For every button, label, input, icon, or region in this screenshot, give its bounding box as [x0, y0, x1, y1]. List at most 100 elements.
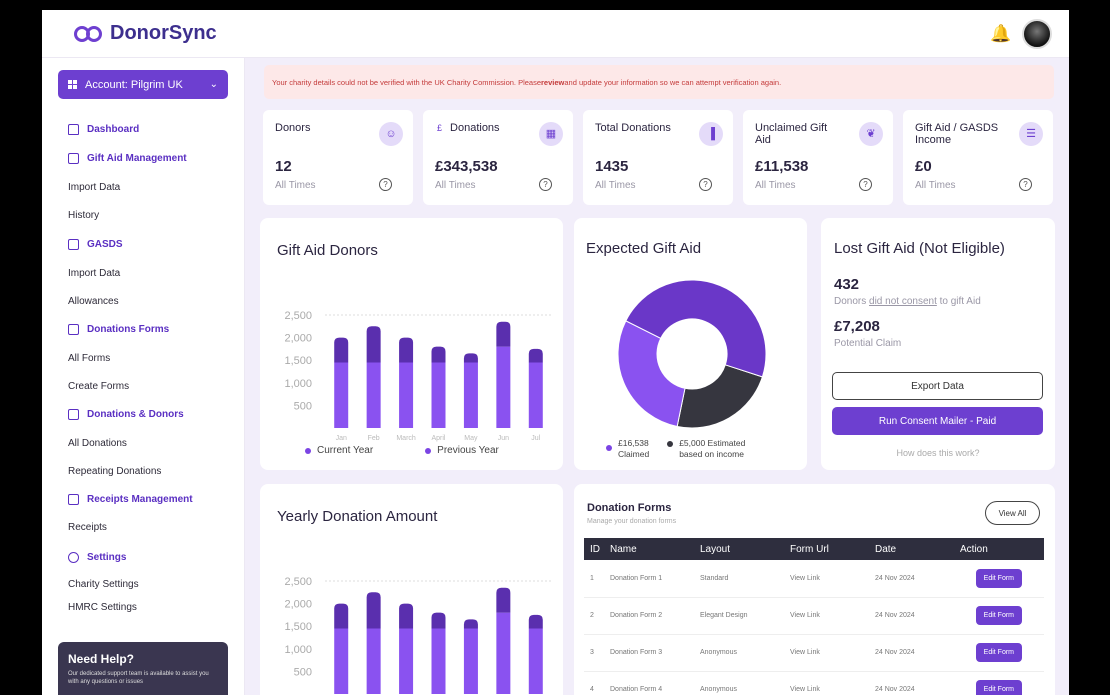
help-icon[interactable]: ?	[859, 178, 872, 191]
cell-date: 24 Nov 2024	[869, 560, 954, 598]
sidebar-item-receipts[interactable]: Receipts	[68, 522, 107, 533]
x-tick-label: Jul	[531, 435, 540, 442]
view-all-button[interactable]: View All	[985, 501, 1040, 525]
table-row[interactable]: 3 Donation Form 3 Anonymous View Link 24 Nov…	[584, 634, 1044, 672]
did-not-consent-link[interactable]: did not consent	[869, 296, 937, 307]
sidebar-item-import-data[interactable]: Import Data	[68, 182, 120, 193]
bar-current-jul[interactable]	[528, 362, 543, 428]
bar-current-jun[interactable]	[496, 346, 511, 428]
sidebar-item-dashboard[interactable]: Dashboard	[68, 124, 139, 135]
bar-previous-march[interactable]	[399, 337, 414, 363]
bar-previous-jul[interactable]	[528, 348, 543, 363]
bar-current-feb[interactable]	[366, 362, 381, 428]
sidebar-item-gift-aid-management[interactable]: Gift Aid Management	[68, 153, 187, 164]
sidebar-item-repeating-donations[interactable]: Repeating Donations	[68, 466, 161, 477]
column-header-form-url[interactable]: Form Url	[784, 538, 869, 560]
bar-previous-may[interactable]	[463, 353, 478, 363]
sidebar-item-create-forms[interactable]: Create Forms	[68, 381, 129, 392]
sidebar-item-settings[interactable]: Settings	[68, 552, 126, 563]
stat-period: All Times	[595, 180, 636, 191]
bar-current-may[interactable]	[463, 628, 478, 694]
sidebar-item-charity-settings[interactable]: Charity Settings	[68, 579, 139, 590]
sidebar-item-allowances[interactable]: Allowances	[68, 296, 119, 307]
table-row[interactable]: 1 Donation Form 1 Standard View Link 24 Nov …	[584, 560, 1044, 598]
bar-current-jun[interactable]	[496, 612, 511, 694]
sidebar-item-all-donations[interactable]: All Donations	[68, 438, 127, 449]
expected-gift-aid-donut	[617, 279, 767, 429]
edit-form-button[interactable]: Edit Form	[975, 643, 1022, 662]
sidebar-item-donations-forms[interactable]: Donations Forms	[68, 324, 169, 335]
run-consent-mailer-button[interactable]: Run Consent Mailer - Paid	[832, 407, 1043, 435]
logo[interactable]: DonorSync	[74, 22, 217, 45]
sidebar-item-gasds[interactable]: GASDS	[68, 239, 123, 250]
sidebar-item-all-forms[interactable]: All Forms	[68, 353, 110, 364]
alert-text-after: and update your information so we can at…	[564, 77, 782, 87]
sidebar-item-donations-donors[interactable]: Donations & Donors	[68, 409, 184, 420]
bar-previous-jun[interactable]	[496, 587, 511, 613]
sidebar-item-history[interactable]: History	[68, 210, 99, 221]
legend-estimated-amount: £5,000 Estimated	[679, 438, 746, 448]
bar-current-may[interactable]	[463, 362, 478, 428]
donut-slice-claimed-part[interactable]	[617, 320, 686, 428]
stat-period: All Times	[915, 180, 956, 191]
sidebar-item-label: Settings	[87, 552, 127, 563]
bar-previous-feb[interactable]	[366, 326, 381, 363]
bar-previous-march[interactable]	[399, 603, 414, 629]
bar-previous-jul[interactable]	[528, 614, 543, 629]
sidebar-item-import-data[interactable]: Import Data	[68, 268, 120, 279]
bar-previous-may[interactable]	[463, 619, 478, 629]
y-tick-label: 2,500	[284, 310, 312, 322]
column-header-layout[interactable]: Layout	[694, 538, 784, 560]
avatar[interactable]	[1022, 19, 1052, 49]
donut-slice-claimed[interactable]	[625, 279, 767, 378]
bar-previous-jan[interactable]	[334, 603, 349, 629]
bar-previous-jun[interactable]	[496, 321, 511, 347]
bar-previous-feb[interactable]	[366, 592, 381, 629]
account-label: Account: Pilgrim UK	[85, 78, 183, 91]
bar-current-feb[interactable]	[366, 628, 381, 694]
account-switcher[interactable]: Account: Pilgrim UK ⌄	[58, 70, 228, 99]
how-does-this-work-link[interactable]: How does this work?	[896, 448, 980, 458]
bar-current-march[interactable]	[399, 362, 414, 428]
bar-current-april[interactable]	[431, 628, 446, 694]
column-header-name[interactable]: Name	[604, 538, 694, 560]
edit-form-button[interactable]: Edit Form	[975, 606, 1022, 625]
view-link[interactable]: View Link	[784, 634, 869, 672]
bar-current-jan[interactable]	[334, 362, 349, 428]
bar-current-jul[interactable]	[528, 628, 543, 694]
cell-date: 24 Nov 2024	[869, 597, 954, 635]
edit-form-button[interactable]: Edit Form	[975, 680, 1022, 695]
donut-slice-estimated[interactable]	[676, 364, 764, 429]
sidebar-item-receipts-management[interactable]: Receipts Management	[68, 494, 193, 505]
help-icon[interactable]: ?	[539, 178, 552, 191]
sidebar-item-label: Charity Settings	[68, 579, 139, 590]
help-box[interactable]: Need Help? Our dedicated support team is…	[58, 642, 228, 695]
edit-form-button[interactable]: Edit Form	[975, 568, 1022, 588]
table-row[interactable]: 2 Donation Form 2 Elegant Design View Link 2…	[584, 597, 1044, 635]
sidebar-item-hmrc-settings[interactable]: HMRC Settings	[68, 602, 137, 613]
column-header-action[interactable]: Action	[954, 538, 1044, 560]
help-icon[interactable]: ?	[699, 178, 712, 191]
column-header-date[interactable]: Date	[869, 538, 954, 560]
donation-forms-table: ID Name Layout Form Url Date Action 1 Donation…	[584, 538, 1044, 695]
view-link[interactable]: View Link	[784, 671, 869, 695]
alert-review-link[interactable]: review	[541, 77, 565, 87]
notification-bell-icon[interactable]: 🔔	[990, 24, 1012, 43]
column-header-id[interactable]: ID	[584, 538, 604, 560]
app-window: DonorSync 🔔 Account: Pilgrim UK ⌄ Dashbo…	[42, 10, 1069, 695]
help-icon[interactable]: ?	[379, 178, 392, 191]
bar-current-april[interactable]	[431, 362, 446, 428]
logo-icon	[74, 25, 104, 42]
bar-previous-april[interactable]	[431, 612, 446, 629]
gift-aid-donors-card: Gift Aid Donors 2,500 2,000 1,500 1,000 500 J…	[260, 218, 563, 470]
bar-previous-jan[interactable]	[334, 337, 349, 363]
view-link[interactable]: View Link	[784, 597, 869, 635]
export-data-button[interactable]: Export Data	[832, 372, 1043, 400]
bar-current-jan[interactable]	[334, 628, 349, 694]
table-row[interactable]: 4 Donation Form 4 Anonymous View Link 24 Nov…	[584, 671, 1044, 695]
help-icon[interactable]: ?	[1019, 178, 1032, 191]
home-icon	[68, 124, 79, 135]
bar-current-march[interactable]	[399, 628, 414, 694]
view-link[interactable]: View Link	[784, 560, 869, 598]
bar-previous-april[interactable]	[431, 346, 446, 363]
